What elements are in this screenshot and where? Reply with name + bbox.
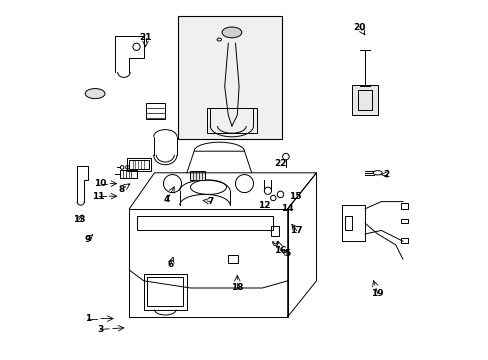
Text: 18: 18 — [230, 284, 243, 292]
Bar — [400, 238, 407, 243]
Bar — [228, 255, 238, 263]
Text: 8: 8 — [119, 185, 125, 194]
Text: 17: 17 — [290, 226, 303, 235]
Text: 15: 15 — [288, 192, 301, 201]
Text: 12: 12 — [258, 201, 270, 210]
Bar — [400, 203, 407, 209]
Text: 13: 13 — [73, 215, 85, 224]
Text: 21: 21 — [139, 33, 151, 42]
Bar — [120, 170, 136, 178]
Text: 4: 4 — [163, 195, 170, 204]
Bar — [190, 171, 204, 180]
Bar — [129, 160, 149, 169]
Ellipse shape — [85, 89, 105, 99]
Bar — [145, 103, 165, 119]
Text: 10: 10 — [94, 179, 106, 188]
Bar — [357, 90, 371, 110]
Text: 3: 3 — [97, 325, 103, 334]
Bar — [352, 85, 377, 115]
Text: 5: 5 — [284, 249, 290, 258]
Bar — [341, 205, 365, 241]
Text: 16: 16 — [274, 246, 286, 255]
Bar — [345, 216, 352, 230]
Text: 20: 20 — [353, 23, 365, 32]
Text: 2: 2 — [383, 170, 389, 179]
Text: 19: 19 — [370, 289, 383, 298]
FancyBboxPatch shape — [178, 16, 282, 139]
Bar — [127, 158, 151, 171]
Text: 22: 22 — [274, 159, 286, 168]
Bar — [206, 108, 257, 133]
Text: 14: 14 — [281, 204, 293, 213]
Text: 1: 1 — [84, 314, 91, 323]
Text: 9: 9 — [84, 235, 91, 244]
Bar — [147, 277, 183, 306]
Bar — [271, 226, 279, 236]
Text: 7: 7 — [207, 197, 213, 206]
Bar — [400, 219, 407, 223]
Ellipse shape — [222, 27, 241, 38]
Bar — [143, 274, 186, 310]
Bar — [136, 216, 273, 230]
Text: 11: 11 — [92, 192, 105, 201]
Text: 6: 6 — [167, 260, 173, 269]
